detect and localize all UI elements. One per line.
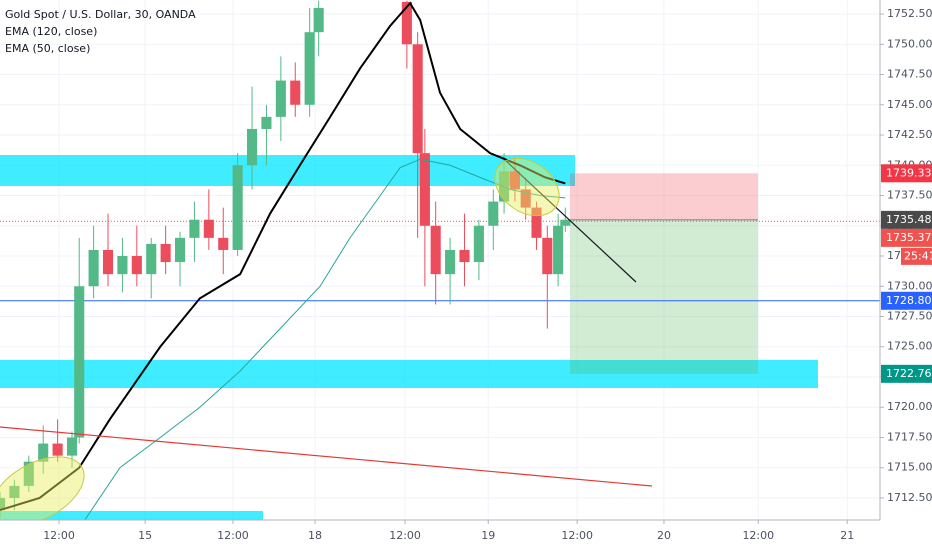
candle-body xyxy=(531,207,542,238)
x-tick-label: 12:00 xyxy=(389,529,421,542)
candle-body xyxy=(313,7,324,33)
candle-body xyxy=(499,171,510,202)
candle-body xyxy=(102,249,114,275)
price-tag-label: 1735.373 xyxy=(886,231,932,244)
candle-body xyxy=(218,237,229,250)
price-tag xyxy=(881,291,932,310)
candle-body xyxy=(23,461,34,486)
price-tag xyxy=(881,164,932,183)
candle-body xyxy=(160,243,171,263)
legend-entry: EMA (120, close) xyxy=(5,25,97,38)
price-tag xyxy=(881,228,932,247)
candle-body xyxy=(290,80,301,105)
legend: Gold Spot / U.S. Dollar, 30, OANDA EMA (… xyxy=(5,8,196,55)
x-tick-label: 19 xyxy=(481,529,495,542)
y-tick-label: 1712.500 xyxy=(887,491,932,504)
trend-line xyxy=(0,426,653,487)
candle-body xyxy=(38,443,49,462)
candle-body xyxy=(419,153,430,226)
candle-body xyxy=(9,485,20,498)
target-zone xyxy=(570,219,758,374)
candle-body xyxy=(88,249,99,287)
chart-title: Gold Spot / U.S. Dollar, 30, OANDA xyxy=(5,8,196,21)
x-tick-label: 12:00 xyxy=(742,529,774,542)
price-tag-label: 1722.761 xyxy=(886,367,932,380)
candle-body xyxy=(232,165,243,250)
candle-body xyxy=(117,256,128,275)
price-axis xyxy=(880,0,932,550)
candle-body xyxy=(74,286,85,438)
candle-body xyxy=(401,1,412,45)
price-tag-label: 1735.487 xyxy=(886,213,932,226)
zone xyxy=(0,511,263,520)
highlight-ellipse xyxy=(494,157,560,217)
x-tick-label: 12:00 xyxy=(43,529,75,542)
y-tick-label: 1742.500 xyxy=(887,128,932,141)
candle-body xyxy=(542,237,553,275)
candle-body xyxy=(146,243,157,275)
candle-body xyxy=(261,116,272,129)
candle-body xyxy=(473,225,484,263)
candle-body xyxy=(520,189,531,208)
x-tick-label: 12:00 xyxy=(561,529,593,542)
y-tick-label: 1727.500 xyxy=(887,310,932,323)
candle-body xyxy=(189,219,200,238)
y-tick-label: 1752.500 xyxy=(887,7,932,20)
y-tick-label: 1730.000 xyxy=(887,279,932,292)
candle-body xyxy=(203,219,214,238)
position-tool xyxy=(0,173,880,374)
candle-body xyxy=(52,443,63,456)
stop-zone xyxy=(570,173,758,220)
y-tick-label: 1737.500 xyxy=(887,189,932,202)
candle-body xyxy=(275,80,286,117)
y-tick-label: 1750.000 xyxy=(887,37,932,50)
candle-body xyxy=(459,249,470,263)
candle-body xyxy=(445,249,456,275)
x-tick-label: 20 xyxy=(657,529,671,542)
x-tick-label: 18 xyxy=(308,529,322,542)
price-tag-label: 1728.800 xyxy=(886,294,932,307)
zone xyxy=(0,360,818,388)
highlight-ellipse xyxy=(0,456,85,526)
candle-body xyxy=(174,237,186,263)
candle-body xyxy=(430,225,441,275)
candle-body xyxy=(509,171,520,190)
candle-body xyxy=(0,497,6,511)
y-tick-label: 1745.000 xyxy=(887,98,932,111)
candle-body xyxy=(412,44,423,154)
candle-body xyxy=(66,437,78,456)
y-tick-label: 1717.500 xyxy=(887,430,932,443)
zones xyxy=(0,155,818,520)
x-tick-label: 15 xyxy=(138,529,152,542)
plot xyxy=(0,0,571,521)
candle-body xyxy=(560,219,571,226)
price-tag xyxy=(881,210,932,229)
x-tick-label: 21 xyxy=(840,529,854,542)
candle-body xyxy=(553,225,564,275)
countdown-tag xyxy=(901,247,932,265)
y-tick-label: 1715.000 xyxy=(887,461,932,474)
y-tick-label: 1747.500 xyxy=(887,68,932,81)
candle-body xyxy=(131,256,142,275)
trend-line xyxy=(504,159,637,283)
zone xyxy=(0,155,575,186)
ema-line xyxy=(0,1,566,512)
price-tag xyxy=(881,364,932,383)
drawings xyxy=(0,157,653,526)
candle-body xyxy=(488,201,499,226)
y-tick-label: 1720.000 xyxy=(887,400,932,413)
axes: 1712.5001715.0001717.5001720.0001722.500… xyxy=(43,7,932,542)
countdown: 25:41 xyxy=(904,249,932,262)
x-tick-label: 12:00 xyxy=(217,529,249,542)
time-axis xyxy=(0,520,932,550)
candle-body xyxy=(304,32,315,105)
price-tag-label: 1739.337 xyxy=(886,166,932,179)
candle-body xyxy=(247,128,258,166)
y-tick-label: 1725.000 xyxy=(887,340,932,353)
legend-entry: EMA (50, close) xyxy=(5,42,90,55)
